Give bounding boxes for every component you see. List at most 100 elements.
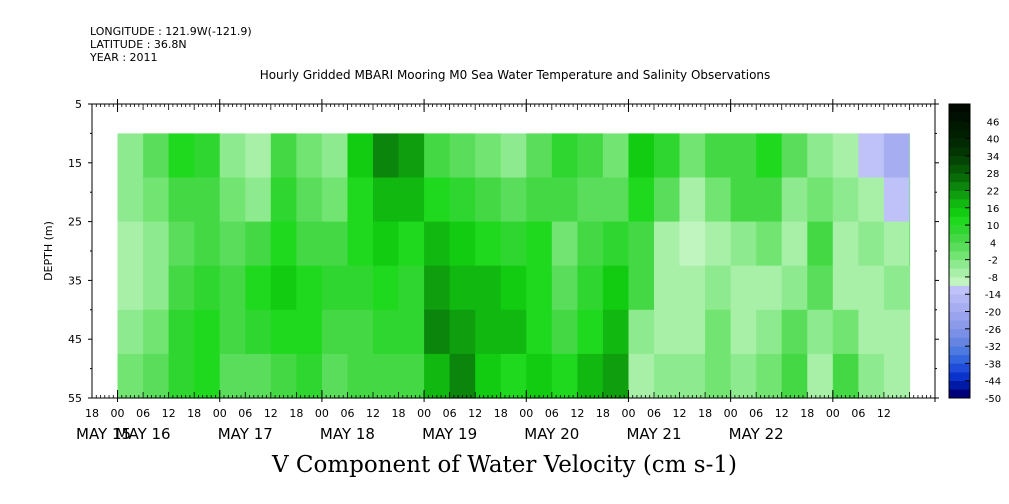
x-hour-label: 12 xyxy=(162,407,176,420)
heatmap-cell xyxy=(832,353,859,399)
heatmap-cell xyxy=(347,265,374,311)
x-hour-label: 06 xyxy=(340,407,354,420)
x-hour-label: 12 xyxy=(877,407,891,420)
heatmap-cell xyxy=(245,221,272,267)
heatmap-cell xyxy=(807,265,834,311)
heatmap-cell xyxy=(602,177,629,223)
heatmap-cell xyxy=(347,353,374,399)
heatmap-cell xyxy=(577,221,604,267)
heatmap-cell xyxy=(398,177,425,223)
heatmap-cell xyxy=(475,133,502,179)
heatmap-cell xyxy=(270,177,297,223)
heatmap-cell xyxy=(654,265,681,311)
colorbar-swatch xyxy=(949,337,970,347)
heatmap-cell xyxy=(526,265,553,311)
colorbar-swatch xyxy=(949,225,970,235)
heatmap-cell xyxy=(219,221,246,267)
heatmap-cell xyxy=(551,177,578,223)
heatmap-cell xyxy=(909,177,911,223)
colorbar-tick-label: 10 xyxy=(987,221,1000,232)
heatmap-cell xyxy=(449,177,476,223)
x-date-label: MAY 18 xyxy=(320,425,375,443)
colorbar-swatch xyxy=(949,138,970,148)
heatmap-cell xyxy=(909,133,911,179)
heatmap-cell xyxy=(883,133,910,179)
heatmap-cell xyxy=(475,309,502,355)
chart-title: Hourly Gridded MBARI Mooring M0 Sea Wate… xyxy=(259,68,771,82)
heatmap-cell xyxy=(756,133,783,179)
colorbar-tick-label: 16 xyxy=(987,204,1000,215)
colorbar-swatch xyxy=(949,346,970,356)
heatmap-cell xyxy=(475,353,502,399)
heatmap-cell xyxy=(883,265,910,311)
heatmap-cell xyxy=(321,309,348,355)
heatmap-cell xyxy=(526,221,553,267)
heatmap-cell xyxy=(577,309,604,355)
heatmap-cell xyxy=(168,353,195,399)
x-hour-label: 06 xyxy=(136,407,150,420)
heatmap-cell xyxy=(705,221,732,267)
colorbar-tick-label: -26 xyxy=(985,325,1001,336)
heatmap-cell xyxy=(858,353,885,399)
longitude-label: LONGITUDE : 121.9W(-121.9) xyxy=(90,25,252,38)
heatmap-cell xyxy=(424,177,451,223)
x-hour-label: 06 xyxy=(545,407,559,420)
variable-label: V Component of Water Velocity (cm s-1) xyxy=(272,452,737,478)
heatmap-cell xyxy=(449,133,476,179)
heatmap-cell xyxy=(373,221,400,267)
heatmap-cell xyxy=(398,309,425,355)
colorbar-swatch xyxy=(949,285,970,295)
x-hour-label: 06 xyxy=(238,407,252,420)
heatmap-cell xyxy=(117,177,144,223)
y-tick-label: 15 xyxy=(68,157,82,170)
heatmap-cell xyxy=(526,353,553,399)
heatmap-cell xyxy=(373,265,400,311)
heatmap-cell xyxy=(143,353,170,399)
colorbar-tick-label: -2 xyxy=(988,256,998,267)
heatmap-cell xyxy=(602,133,629,179)
heatmap-cell xyxy=(781,133,808,179)
heatmap-cell xyxy=(347,177,374,223)
colorbar-swatch xyxy=(949,380,970,390)
colorbar-swatch xyxy=(949,294,970,304)
heatmap-cell xyxy=(117,133,144,179)
x-hour-label: 00 xyxy=(621,407,635,420)
heatmap-cell xyxy=(117,309,144,355)
heatmap-cell xyxy=(756,265,783,311)
heatmap-cell xyxy=(577,265,604,311)
colorbar-tick-label: 40 xyxy=(987,135,1000,146)
x-hour-label: 06 xyxy=(443,407,457,420)
x-hour-label: 12 xyxy=(570,407,584,420)
heatmap-cell xyxy=(807,221,834,267)
heatmap-cell xyxy=(347,309,374,355)
heatmap-cell xyxy=(449,309,476,355)
heatmap-cell xyxy=(679,265,706,311)
heatmap-cell xyxy=(373,177,400,223)
heatmap-cell xyxy=(551,133,578,179)
x-hour-label: 18 xyxy=(800,407,814,420)
heatmap-cell xyxy=(143,221,170,267)
colorbar-tick-label: -8 xyxy=(988,273,998,284)
x-hour-label: 12 xyxy=(775,407,789,420)
heatmap-cell xyxy=(628,133,655,179)
x-hour-label: 12 xyxy=(264,407,278,420)
x-date-label: MAY 16 xyxy=(116,425,171,443)
heatmap-cell xyxy=(858,133,885,179)
heatmap-cell xyxy=(321,221,348,267)
colorbar-swatch xyxy=(949,389,970,399)
heatmap-cell xyxy=(705,353,732,399)
colorbar-swatch xyxy=(949,354,970,364)
heatmap-cell xyxy=(781,177,808,223)
heatmap-cell xyxy=(832,265,859,311)
heatmap-cell xyxy=(449,265,476,311)
heatmap-cell xyxy=(219,177,246,223)
heatmap-cell xyxy=(194,309,221,355)
heatmap-cell xyxy=(143,133,170,179)
heatmap-cell xyxy=(883,353,910,399)
heatmap-cell xyxy=(679,221,706,267)
colorbar-swatch xyxy=(949,147,970,157)
heatmap-cell xyxy=(296,221,323,267)
heatmap-cell xyxy=(883,221,910,267)
heatmap-cell xyxy=(551,265,578,311)
heatmap-cell xyxy=(168,265,195,311)
